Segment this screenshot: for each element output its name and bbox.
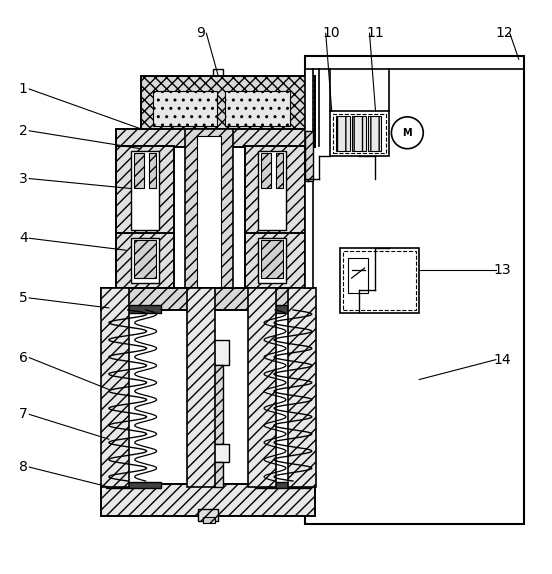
Bar xyxy=(213,119,223,188)
Bar xyxy=(208,444,229,462)
Bar xyxy=(131,151,158,230)
Bar xyxy=(106,305,161,313)
Text: 9: 9 xyxy=(196,26,205,40)
Bar xyxy=(333,114,386,153)
Bar xyxy=(258,151,286,230)
Bar xyxy=(131,238,158,283)
Text: 6: 6 xyxy=(19,351,28,364)
Bar xyxy=(261,241,283,278)
Bar xyxy=(305,56,524,524)
Bar xyxy=(208,340,229,364)
Text: 4: 4 xyxy=(19,231,28,245)
Text: 11: 11 xyxy=(367,26,384,40)
Bar xyxy=(276,153,283,188)
Bar xyxy=(225,91,290,126)
Bar xyxy=(213,69,223,119)
Bar xyxy=(305,69,313,288)
Bar xyxy=(255,482,310,488)
Text: 8: 8 xyxy=(19,460,28,474)
Bar xyxy=(101,288,129,487)
Bar xyxy=(152,91,217,126)
Text: 14: 14 xyxy=(493,352,511,367)
Bar xyxy=(106,482,161,488)
Bar xyxy=(116,129,315,147)
Bar xyxy=(101,484,315,516)
Bar xyxy=(134,153,144,188)
Text: 5: 5 xyxy=(19,291,28,305)
Text: 7: 7 xyxy=(19,408,28,421)
Bar xyxy=(258,238,286,283)
Text: 12: 12 xyxy=(495,26,513,40)
Bar xyxy=(368,116,381,151)
Bar xyxy=(336,116,349,151)
Bar xyxy=(141,76,315,131)
Bar xyxy=(134,241,156,278)
Bar xyxy=(116,233,173,288)
Bar xyxy=(213,364,223,444)
Bar xyxy=(213,462,223,487)
Text: 3: 3 xyxy=(19,172,28,185)
Bar xyxy=(198,509,218,521)
Bar xyxy=(101,288,315,310)
Bar xyxy=(348,258,368,293)
Bar xyxy=(330,111,389,156)
Bar xyxy=(116,146,173,235)
Bar xyxy=(339,248,420,313)
Text: 2: 2 xyxy=(19,124,28,138)
Bar xyxy=(261,153,271,188)
Bar xyxy=(288,288,316,487)
Bar xyxy=(305,131,313,181)
Bar xyxy=(203,517,215,523)
Bar xyxy=(352,116,365,151)
Bar xyxy=(248,288,276,487)
Text: 10: 10 xyxy=(323,26,341,40)
Bar xyxy=(343,251,416,310)
Bar xyxy=(245,233,305,288)
Bar xyxy=(185,129,233,308)
Bar xyxy=(148,153,156,188)
Text: 13: 13 xyxy=(493,263,511,277)
Text: M: M xyxy=(402,128,412,138)
Text: 1: 1 xyxy=(19,82,28,96)
Bar xyxy=(188,288,215,487)
Bar xyxy=(255,305,310,313)
Bar xyxy=(198,136,221,300)
Bar xyxy=(245,146,305,235)
